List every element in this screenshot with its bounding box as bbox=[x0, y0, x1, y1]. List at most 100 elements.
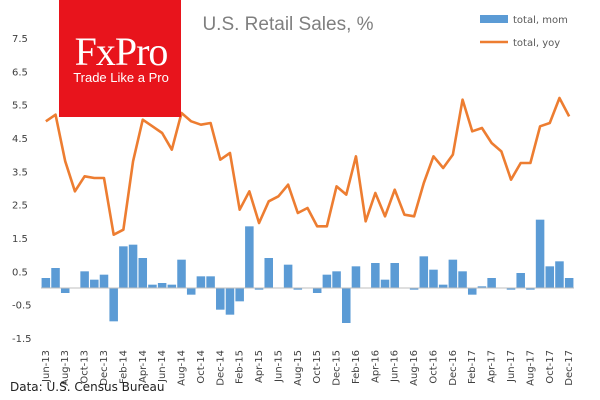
mom-bar bbox=[264, 258, 273, 288]
mom-bar bbox=[99, 274, 109, 288]
x-tick-label: Feb-14 bbox=[118, 350, 129, 384]
x-tick-label: Oct-17 bbox=[545, 350, 556, 384]
mom-bar bbox=[380, 279, 390, 288]
yoy-line bbox=[45, 96, 571, 236]
mom-bar bbox=[332, 271, 341, 288]
x-tick-label: Oct-14 bbox=[196, 350, 207, 384]
y-tick-label: 4.5 bbox=[12, 134, 28, 145]
x-tick-label: Aug-14 bbox=[177, 350, 188, 386]
x-tick-label: Jun-17 bbox=[506, 350, 517, 383]
mom-bar bbox=[245, 226, 254, 288]
y-tick-label: -0.5 bbox=[12, 301, 32, 312]
mom-bar bbox=[41, 278, 51, 288]
legend: total, mom total, yoy bbox=[480, 15, 568, 49]
mom-bar bbox=[390, 263, 399, 288]
x-tick-label: Oct-13 bbox=[80, 350, 91, 384]
mom-bar bbox=[216, 288, 225, 310]
mom-bar bbox=[438, 284, 448, 288]
mom-bar bbox=[322, 274, 332, 288]
mom-bars bbox=[41, 219, 574, 323]
mom-bar bbox=[458, 271, 467, 288]
mom-bar bbox=[564, 278, 574, 288]
y-tick-label: 2.5 bbox=[12, 201, 28, 212]
x-tick-label: Aug-17 bbox=[525, 350, 536, 386]
x-tick-label: Dec-16 bbox=[448, 350, 459, 386]
mom-bar bbox=[409, 288, 419, 290]
y-tick-label: 6.5 bbox=[12, 67, 28, 78]
legend-bar-swatch bbox=[480, 15, 508, 23]
x-tick-label: Oct-15 bbox=[312, 350, 323, 384]
mom-bar bbox=[196, 276, 206, 288]
mom-bar bbox=[167, 284, 177, 288]
mom-bar bbox=[206, 276, 215, 288]
x-tick-label: Apr-17 bbox=[487, 350, 498, 383]
mom-bar bbox=[128, 244, 138, 288]
x-axis-ticks: Jun-13 Aug-13 Oct-13 Dec-13 Feb-14 Apr-14 Jun-… bbox=[41, 350, 575, 386]
mom-bar bbox=[371, 263, 380, 288]
mom-bar bbox=[312, 288, 322, 293]
mom-bar bbox=[109, 288, 118, 322]
mom-bar bbox=[90, 279, 99, 288]
legend-bar-label: total, mom bbox=[513, 15, 568, 26]
mom-bar bbox=[283, 264, 293, 288]
mom-bar bbox=[225, 288, 235, 315]
x-tick-label: Jun-15 bbox=[273, 350, 284, 383]
mom-bar bbox=[148, 284, 157, 288]
x-tick-label: Dec-17 bbox=[564, 350, 575, 386]
x-tick-label: Feb-16 bbox=[351, 350, 362, 384]
mom-bar bbox=[487, 278, 496, 288]
mom-bar bbox=[467, 288, 477, 295]
x-tick-label: Jun-16 bbox=[390, 350, 401, 383]
x-tick-label: Jun-14 bbox=[157, 350, 168, 383]
y-tick-label: 5.5 bbox=[12, 101, 28, 112]
mom-bar bbox=[235, 288, 244, 302]
mom-bar bbox=[351, 266, 361, 288]
mom-bar bbox=[516, 273, 525, 288]
mom-bar bbox=[535, 219, 545, 288]
mom-bar bbox=[342, 288, 351, 323]
mom-bar bbox=[526, 288, 535, 290]
mom-bar bbox=[555, 261, 564, 288]
x-tick-label: Dec-15 bbox=[332, 350, 343, 386]
legend-line-label: total, yoy bbox=[513, 38, 560, 49]
mom-bar bbox=[254, 288, 264, 290]
mom-bar bbox=[177, 259, 186, 288]
x-tick-label: Dec-13 bbox=[99, 350, 110, 386]
y-axis-ticks: 7.5 6.5 5.5 4.5 3.5 2.5 1.5 0.5 -0.5 -1.5 bbox=[12, 34, 32, 345]
x-tick-label: Apr-16 bbox=[370, 350, 381, 383]
x-tick-label: Apr-15 bbox=[254, 350, 265, 383]
fxpro-logo: FxPro Trade Like a Pro bbox=[59, 0, 181, 117]
mom-bar bbox=[477, 286, 487, 288]
mom-bar bbox=[138, 258, 148, 288]
mom-bar bbox=[60, 288, 70, 293]
x-tick-label: Dec-14 bbox=[215, 350, 226, 386]
mom-bar bbox=[119, 246, 128, 288]
x-tick-label: Aug-13 bbox=[60, 350, 71, 386]
mom-bar bbox=[506, 288, 516, 290]
x-tick-label: Jun-13 bbox=[41, 350, 52, 383]
mom-bar bbox=[157, 283, 167, 288]
logo-name: FxPro bbox=[75, 29, 168, 74]
y-tick-label: 7.5 bbox=[12, 34, 28, 45]
mom-bar bbox=[429, 269, 438, 288]
x-tick-label: Oct-16 bbox=[428, 350, 439, 384]
mom-bar bbox=[51, 268, 60, 288]
logo-tagline: Trade Like a Pro bbox=[73, 70, 169, 85]
mom-bar bbox=[80, 271, 89, 288]
x-tick-label: Aug-16 bbox=[409, 350, 420, 386]
logo-box bbox=[59, 0, 181, 117]
mom-bar bbox=[186, 288, 196, 295]
mom-bar bbox=[293, 288, 303, 290]
x-tick-label: Feb-17 bbox=[467, 350, 478, 384]
x-tick-label: Feb-15 bbox=[235, 350, 246, 384]
mom-bar bbox=[419, 256, 429, 288]
data-source: Data: U.S. Census Bureau bbox=[10, 380, 165, 394]
chart-title: U.S. Retail Sales, % bbox=[202, 14, 373, 35]
y-tick-label: 0.5 bbox=[12, 267, 28, 278]
x-tick-label: Apr-14 bbox=[138, 350, 149, 383]
y-tick-label: 1.5 bbox=[12, 234, 28, 245]
mom-bar bbox=[545, 266, 555, 288]
mom-bar bbox=[448, 259, 458, 288]
y-tick-label: 3.5 bbox=[12, 167, 28, 178]
